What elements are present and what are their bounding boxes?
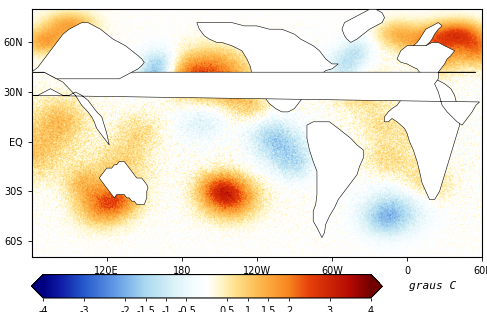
Polygon shape [307, 122, 363, 237]
Polygon shape [32, 72, 480, 145]
Text: graus C: graus C [409, 281, 456, 291]
Polygon shape [342, 9, 385, 42]
Polygon shape [385, 80, 460, 200]
Polygon shape [413, 22, 442, 46]
Polygon shape [197, 22, 338, 112]
Polygon shape [99, 162, 148, 204]
PathPatch shape [371, 275, 382, 298]
Polygon shape [32, 22, 144, 79]
PathPatch shape [32, 275, 43, 298]
Polygon shape [394, 42, 454, 82]
